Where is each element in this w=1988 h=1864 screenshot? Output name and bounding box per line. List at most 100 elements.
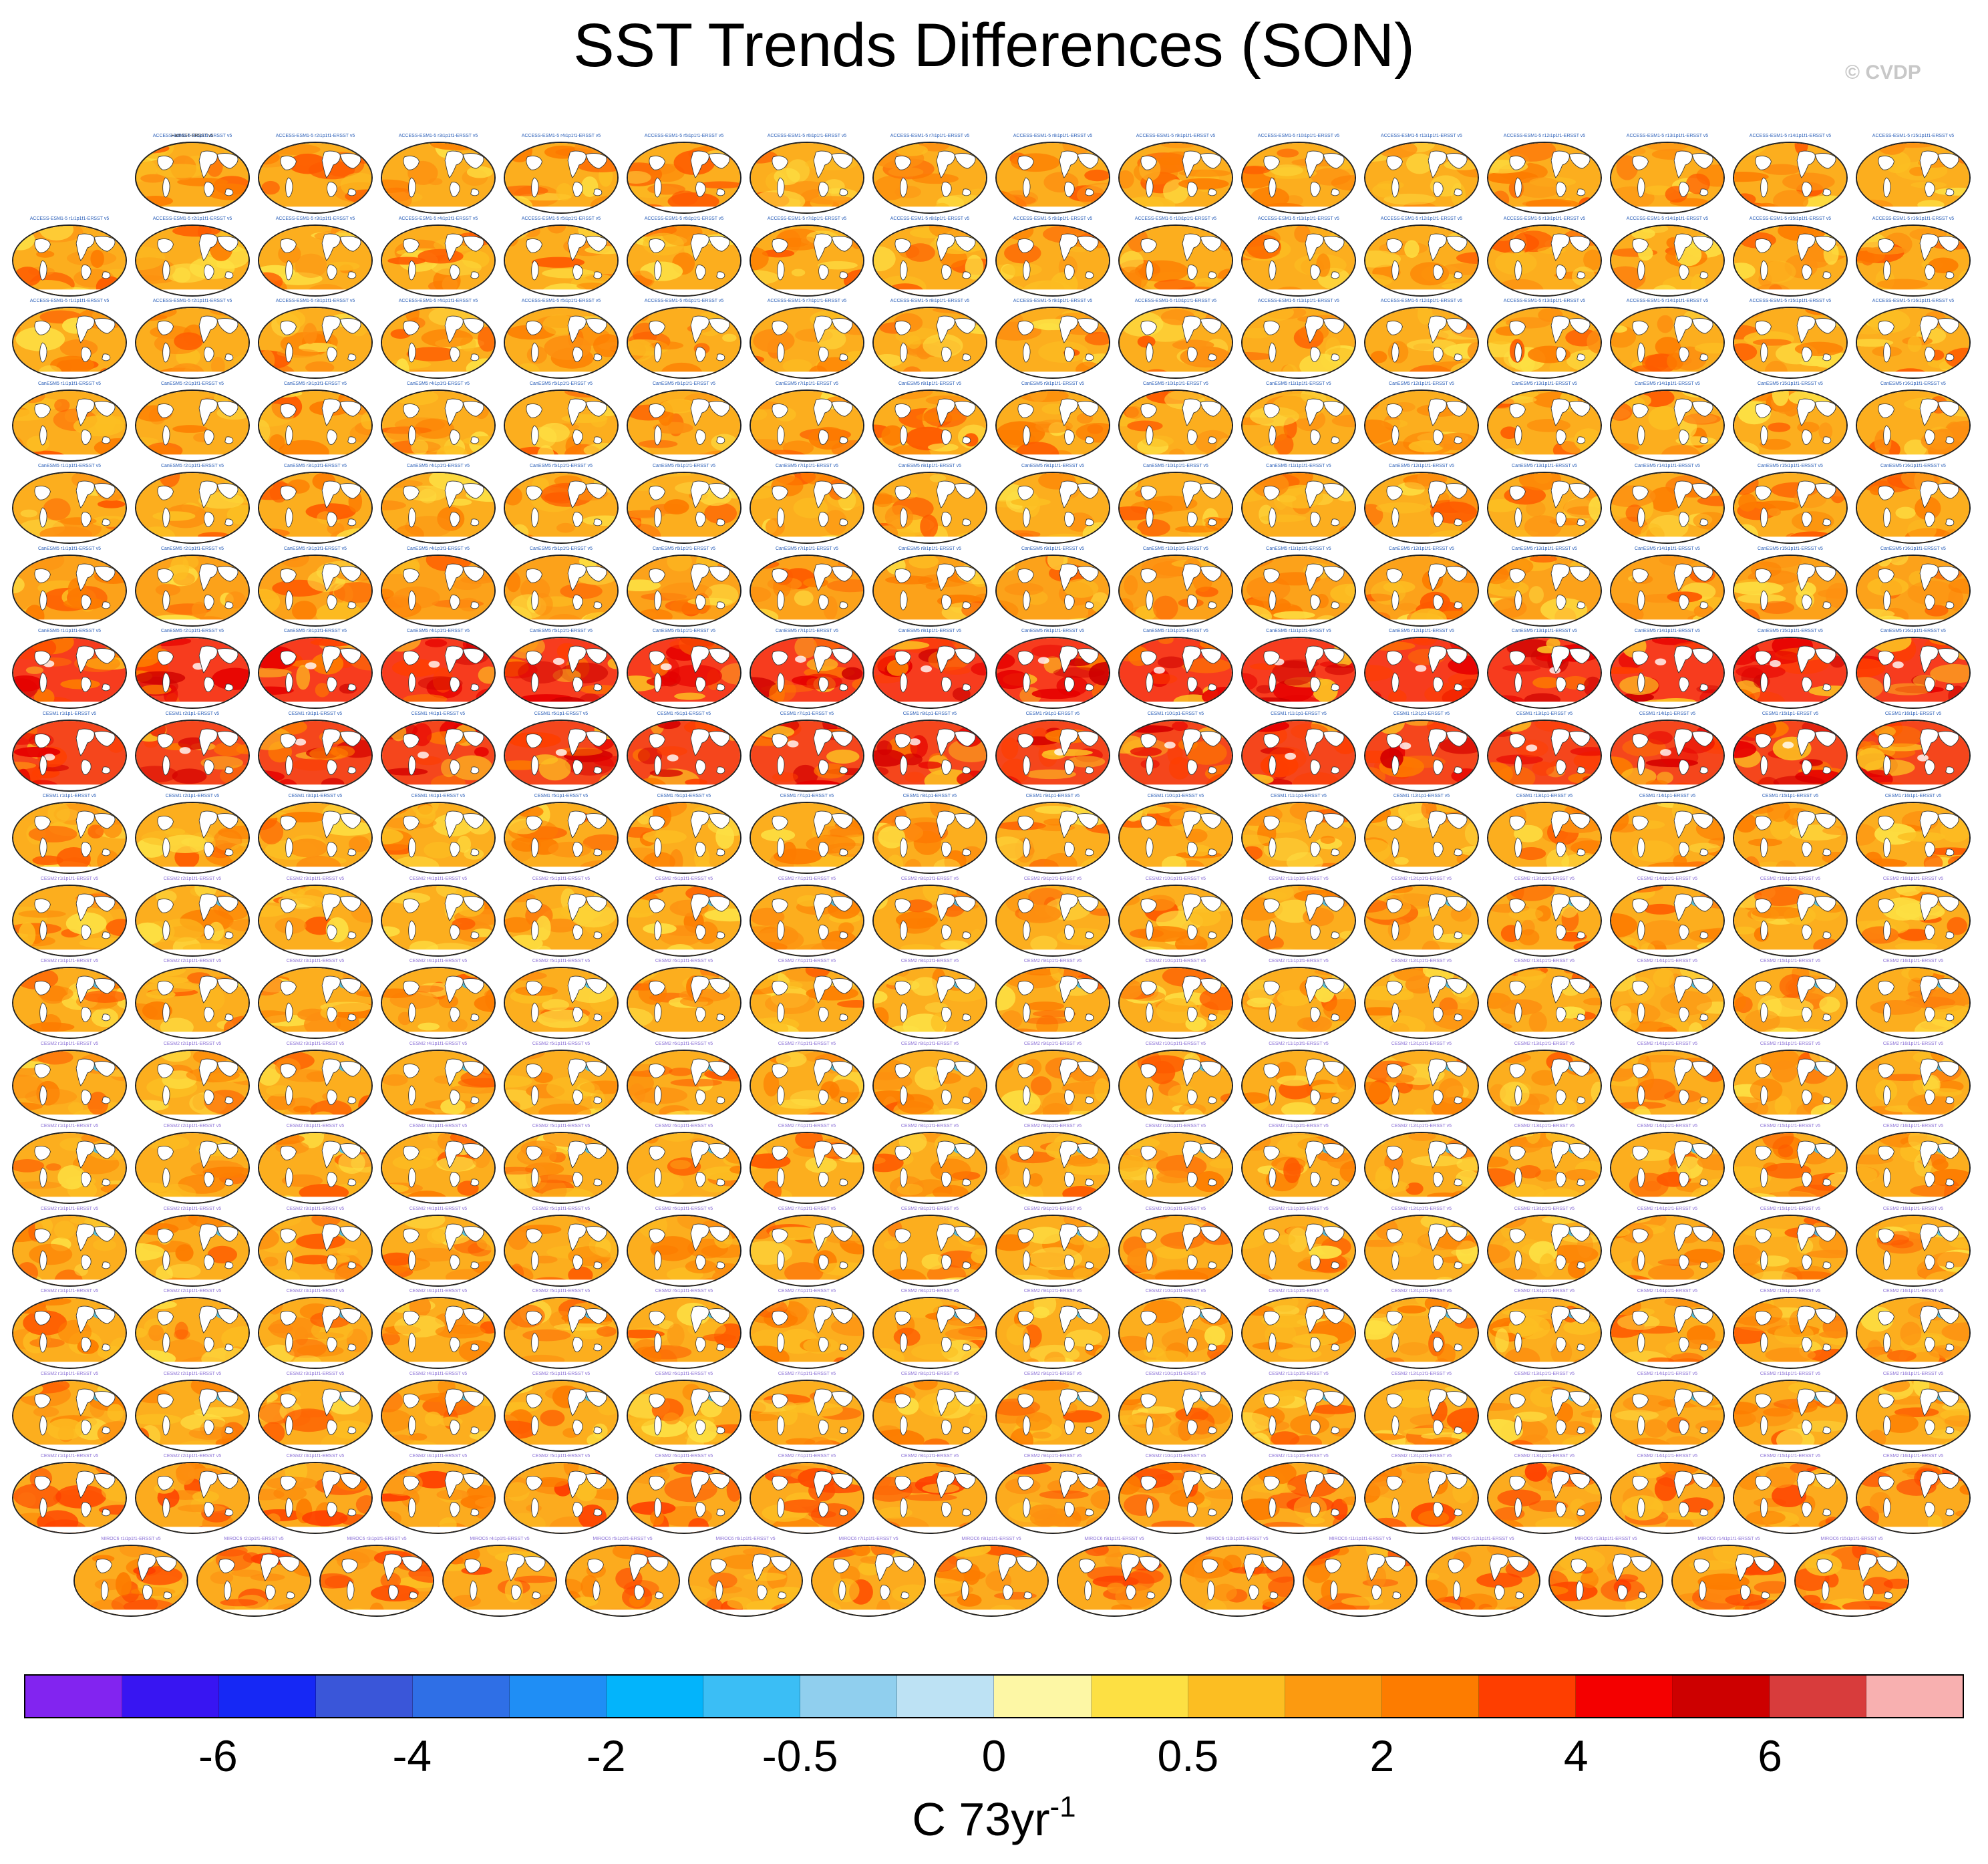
model-map-panel: CESM1 r15i1p1-ERSST v5: [1733, 712, 1848, 792]
model-map-panel: CESM2 r3i1p1f1-ERSST v5: [258, 1454, 373, 1534]
map-ellipse: [1733, 719, 1848, 792]
map-ellipse: [1118, 967, 1233, 1039]
model-map-panel: CESM1 r1i1p1-ERSST v5: [12, 712, 127, 792]
map-ellipse: [1364, 884, 1479, 957]
panel-label: CESM1 r16i1p1-ERSST v5: [1884, 711, 1942, 716]
model-map-panel: CanESM5 r15i1p1f1-ERSST v5: [1733, 464, 1848, 544]
map-ellipse: [1856, 1379, 1971, 1452]
map-ellipse: [1118, 472, 1233, 544]
map-field: [1242, 225, 1355, 295]
model-map-panel: CanESM5 r4i1p1f1-ERSST v5: [381, 547, 496, 627]
model-map-panel: CESM2 r11i1p1f1-ERSST v5: [1241, 959, 1356, 1039]
map-field: [1611, 473, 1723, 542]
model-map-panel: CESM2 r13i1p1f1-ERSST v5: [1487, 1372, 1602, 1452]
panel-label: CanESM5 r10i1p1f1-ERSST v5: [1143, 464, 1208, 468]
map-ellipse: [995, 884, 1110, 957]
panel-label: CESM2 r10i1p1f1-ERSST v5: [1145, 876, 1206, 881]
map-field: [1242, 1133, 1355, 1203]
model-map-panel: CESM2 r12i1p1f1-ERSST v5: [1364, 1454, 1479, 1534]
model-map-panel: CESM2 r7i1p1f1-ERSST v5: [750, 1042, 864, 1122]
model-map-panel: CESM2 r15i1p1f1-ERSST v5: [1733, 1372, 1848, 1452]
panel-label: MIROC6 r11i1p1f1-ERSST v5: [1329, 1536, 1391, 1541]
panel-label: CanESM5 r3i1p1f1-ERSST v5: [283, 464, 347, 468]
model-map-panel: CESM2 r6i1p1f1-ERSST v5: [627, 1207, 741, 1287]
model-map-panel: CESM2 r14i1p1f1-ERSST v5: [1610, 1372, 1725, 1452]
map-field: [136, 1298, 248, 1368]
map-ellipse: [1241, 554, 1356, 627]
model-map-panel: ACCESS-ESM1-5 r12i1p1f1-ERSST v5: [1364, 299, 1479, 379]
map-field: [382, 555, 494, 625]
panel-label: CanESM5 r14i1p1f1-ERSST v5: [1635, 464, 1700, 468]
map-field: [751, 390, 863, 460]
panel-label: CESM2 r11i1p1f1-ERSST v5: [1269, 1289, 1329, 1293]
model-map-panel: CESM2 r7i1p1f1-ERSST v5: [750, 1454, 864, 1534]
map-ellipse: [1610, 224, 1725, 297]
model-map-panel: ACCESS-ESM1-5 r12i1p1f1-ERSST v5: [1487, 134, 1602, 214]
model-map-panel: ACCESS-ESM1-5 r9i1p1f1-ERSST v5: [995, 216, 1110, 297]
map-field: [505, 720, 617, 790]
map-field: [997, 1050, 1109, 1120]
map-ellipse: [1241, 802, 1356, 874]
panel-label: CESM2 r6i1p1f1-ERSST v5: [655, 1371, 713, 1376]
panel-label: CESM1 r5i1p1-ERSST v5: [534, 711, 589, 716]
panel-label: CanESM5 r16i1p1f1-ERSST v5: [1880, 464, 1946, 468]
colorbar-box: [510, 1676, 607, 1717]
model-map-panel: CESM2 r10i1p1f1-ERSST v5: [1118, 1454, 1233, 1534]
map-ellipse: [1241, 1297, 1356, 1369]
map-ellipse: [1733, 1049, 1848, 1122]
map-field: [997, 225, 1109, 295]
map-field: [382, 968, 494, 1038]
panel-label: CESM2 r5i1p1f1-ERSST v5: [532, 1124, 591, 1128]
map-field: [1365, 803, 1478, 873]
map-ellipse: [504, 637, 619, 709]
map-ellipse: [1610, 967, 1725, 1039]
model-map-panel: ACCESS-ESM1-5 r16i1p1f1-ERSST v5: [1856, 299, 1971, 379]
map-field: [689, 1545, 802, 1615]
panel-label: MIROC6 r7i1p1f1-ERSST v5: [838, 1536, 898, 1541]
panel-label: CanESM5 r7i1p1f1-ERSST v5: [775, 381, 839, 386]
map-ellipse: [1733, 967, 1848, 1039]
model-map-panel: CESM1 r13i1p1-ERSST v5: [1487, 712, 1602, 792]
panel-label: MIROC6 r12i1p1f1-ERSST v5: [1452, 1536, 1514, 1541]
map-field: [505, 968, 617, 1038]
map-field: [1365, 1380, 1478, 1450]
map-ellipse: [504, 1379, 619, 1452]
map-ellipse: [872, 554, 987, 627]
map-ellipse: [995, 1049, 1110, 1122]
map-field: [751, 968, 863, 1038]
map-ellipse: [1856, 1214, 1971, 1287]
map-field: [1365, 885, 1478, 955]
panel-label: CESM2 r2i1p1f1-ERSST v5: [163, 1041, 222, 1046]
model-map-panel: CanESM5 r8i1p1f1-ERSST v5: [872, 381, 987, 462]
model-map-panel: CESM2 r7i1p1f1-ERSST v5: [750, 959, 864, 1039]
map-field: [751, 885, 863, 955]
map-field: [1120, 638, 1232, 708]
map-field: [13, 968, 126, 1038]
model-map-panel: CESM2 r12i1p1f1-ERSST v5: [1364, 959, 1479, 1039]
map-ellipse: [627, 472, 741, 544]
model-map-panel: CanESM5 r11i1p1f1-ERSST v5: [1241, 629, 1356, 709]
model-map-panel: CanESM5 r11i1p1f1-ERSST v5: [1241, 547, 1356, 627]
panel-label: ACCESS-ESM1-5 r2i1p1f1-ERSST v5: [275, 134, 355, 138]
map-ellipse: [1364, 637, 1479, 709]
map-field: [1242, 143, 1355, 212]
model-map-panel: CanESM5 r3i1p1f1-ERSST v5: [258, 547, 373, 627]
map-ellipse: [504, 1049, 619, 1122]
model-map-panel: CESM2 r2i1p1f1-ERSST v5: [135, 1454, 250, 1534]
map-field: [1365, 1050, 1478, 1120]
map-field: [1120, 968, 1232, 1038]
panel-label: CESM1 r11i1p1-ERSST v5: [1271, 794, 1327, 798]
map-field: [874, 555, 986, 625]
map-ellipse: [504, 142, 619, 214]
map-ellipse: [1610, 1214, 1725, 1287]
map-ellipse: [750, 802, 864, 874]
model-map-panel: CESM2 r13i1p1f1-ERSST v5: [1487, 1042, 1602, 1122]
map-field: [382, 803, 494, 873]
model-map-panel: CESM1 r12i1p1-ERSST v5: [1364, 794, 1479, 874]
map-field: [1734, 1380, 1846, 1450]
panel-label: CESM1 r1i1p1-ERSST v5: [42, 711, 97, 716]
panel-label: CESM2 r14i1p1f1-ERSST v5: [1637, 1041, 1698, 1046]
panel-label: CESM2 r1i1p1f1-ERSST v5: [40, 1454, 99, 1458]
colorbar-box: [1575, 1676, 1673, 1717]
panel-label: CESM2 r14i1p1f1-ERSST v5: [1637, 1206, 1698, 1211]
